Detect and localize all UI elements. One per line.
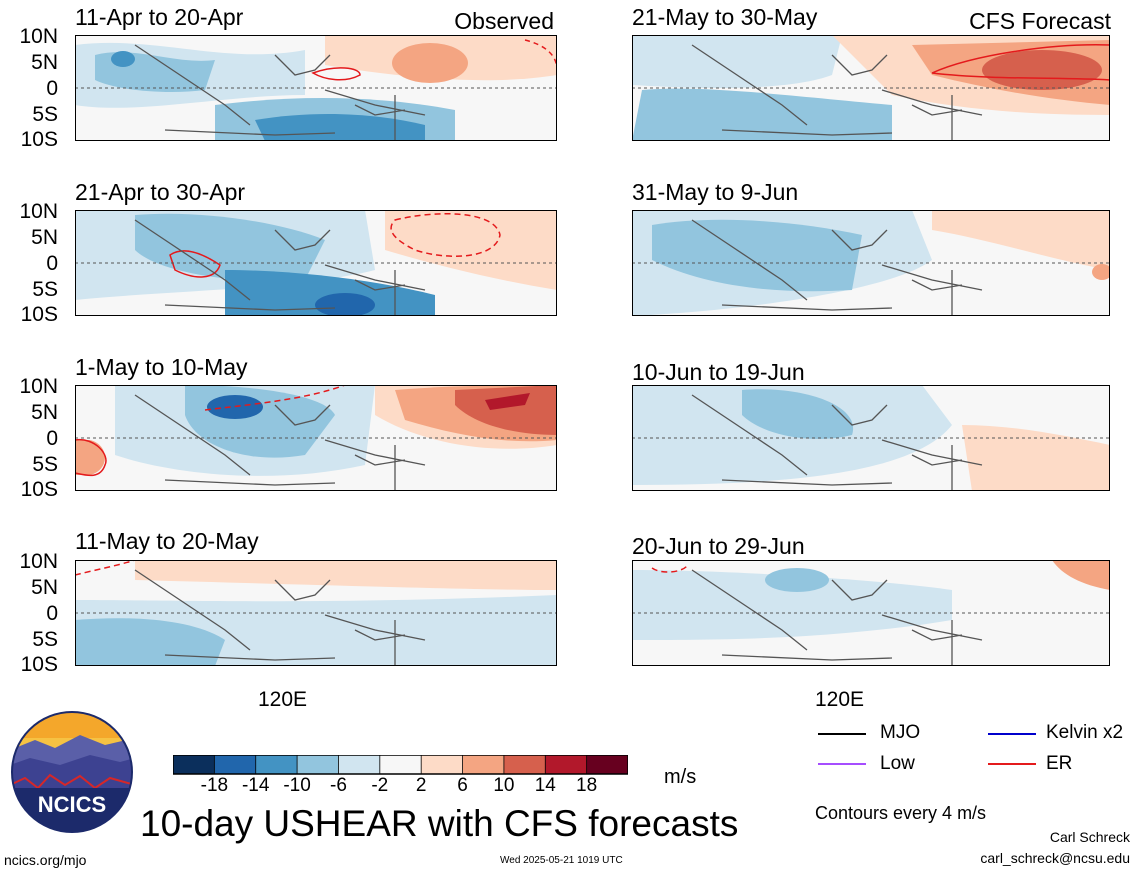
lat-label: 5S: [32, 453, 58, 476]
panel-title: 10-Jun to 19-Jun: [632, 359, 805, 385]
map-panel: [75, 560, 557, 666]
lat-label: 10S: [20, 478, 58, 501]
lat-label: 0: [46, 77, 58, 100]
colorbar-tick-label: 6: [457, 775, 468, 796]
panel-title: 1-May to 10-May: [75, 354, 248, 380]
lat-label: 5N: [31, 51, 58, 74]
map-panel: [75, 385, 557, 491]
legend-line-mjo: [818, 733, 866, 735]
lat-label: 10S: [20, 128, 58, 151]
colorbar-cell: [420, 755, 464, 775]
timestamp: Wed 2025-05-21 1019 UTC: [500, 855, 623, 866]
map-panel: [75, 210, 557, 316]
email: carl_schreck@ncsu.edu: [980, 850, 1130, 866]
ncics-logo: NCICS: [11, 711, 133, 833]
legend-line-kelvin: [988, 733, 1036, 735]
lat-label: 5S: [32, 628, 58, 651]
colorbar-cell: [255, 755, 298, 775]
map-panel: [75, 35, 557, 141]
lon-label: 120E: [258, 688, 308, 711]
colorbar-cell: [379, 755, 423, 775]
colorbar-tick-label: -14: [241, 775, 270, 796]
legend-label-low: Low: [880, 753, 915, 774]
contour-note: Contours every 4 m/s: [815, 803, 987, 823]
lat-label: 0: [46, 602, 58, 625]
lat-label: 10N: [19, 375, 58, 398]
panel-source: Observed: [454, 8, 554, 34]
map-panel: [632, 35, 1110, 141]
legend-label-kelvin: Kelvin x2: [1046, 722, 1124, 743]
colorbar-cell: [503, 755, 547, 775]
figure-title: 10-day USHEAR with CFS forecasts: [140, 803, 739, 844]
colorbar: [173, 755, 628, 775]
lat-label: 5N: [31, 576, 58, 599]
legend-label-er: ER: [1046, 753, 1073, 774]
legend-label-mjo: MJO: [880, 722, 921, 743]
map-panel: [632, 210, 1110, 316]
lat-label: 10N: [19, 25, 58, 48]
map-panel: [632, 560, 1110, 666]
panel-title: 11-May to 20-May: [75, 528, 259, 554]
colorbar-cell: [586, 755, 628, 775]
lat-label: 5N: [31, 226, 58, 249]
author: Carl Schreck: [1049, 829, 1130, 845]
lat-label: 10N: [19, 550, 58, 573]
lat-label: 5S: [32, 103, 58, 126]
colorbar-units: m/s: [664, 766, 697, 788]
lat-label: 0: [46, 427, 58, 450]
colorbar-tick-label: 14: [534, 775, 556, 796]
colorbar-tick-label: -6: [330, 775, 347, 796]
colorbar-tick-label: 18: [576, 775, 598, 796]
colorbar-cell: [173, 755, 216, 775]
url: ncics.org/mjo: [4, 852, 87, 868]
colorbar-tick-label: 10: [493, 775, 515, 796]
panel-title: 31-May to 9-Jun: [632, 179, 799, 205]
panel-source: CFS Forecast: [969, 8, 1111, 34]
lat-label: 10S: [20, 303, 58, 326]
colorbar-cell: [213, 755, 257, 775]
panel-title: 20-Jun to 29-Jun: [632, 533, 805, 559]
colorbar-cell: [338, 755, 381, 775]
colorbar-cell: [296, 755, 340, 775]
panel-title: 21-Apr to 30-Apr: [75, 179, 246, 205]
map-panel: [632, 385, 1110, 491]
colorbar-tick-label: 2: [415, 775, 427, 796]
colorbar-cell: [544, 755, 588, 775]
colorbar-tick-label: -18: [200, 775, 229, 796]
lat-label: 0: [46, 252, 58, 275]
legend-line-low: [818, 763, 866, 765]
colorbar-cell: [462, 755, 505, 775]
logo-text: NCICS: [38, 792, 106, 817]
legend-line-er: [988, 763, 1036, 765]
colorbar-tick-label: -10: [283, 775, 311, 796]
panel-title: 21-May to 30-May: [632, 4, 818, 30]
lat-label: 5S: [32, 278, 58, 301]
colorbar-tick-label: -2: [371, 775, 389, 796]
lat-label: 10S: [20, 653, 58, 676]
lat-label: 5N: [31, 401, 58, 424]
panel-title: 11-Apr to 20-Apr: [75, 4, 244, 30]
lon-label: 120E: [815, 688, 865, 711]
lat-label: 10N: [19, 200, 58, 223]
